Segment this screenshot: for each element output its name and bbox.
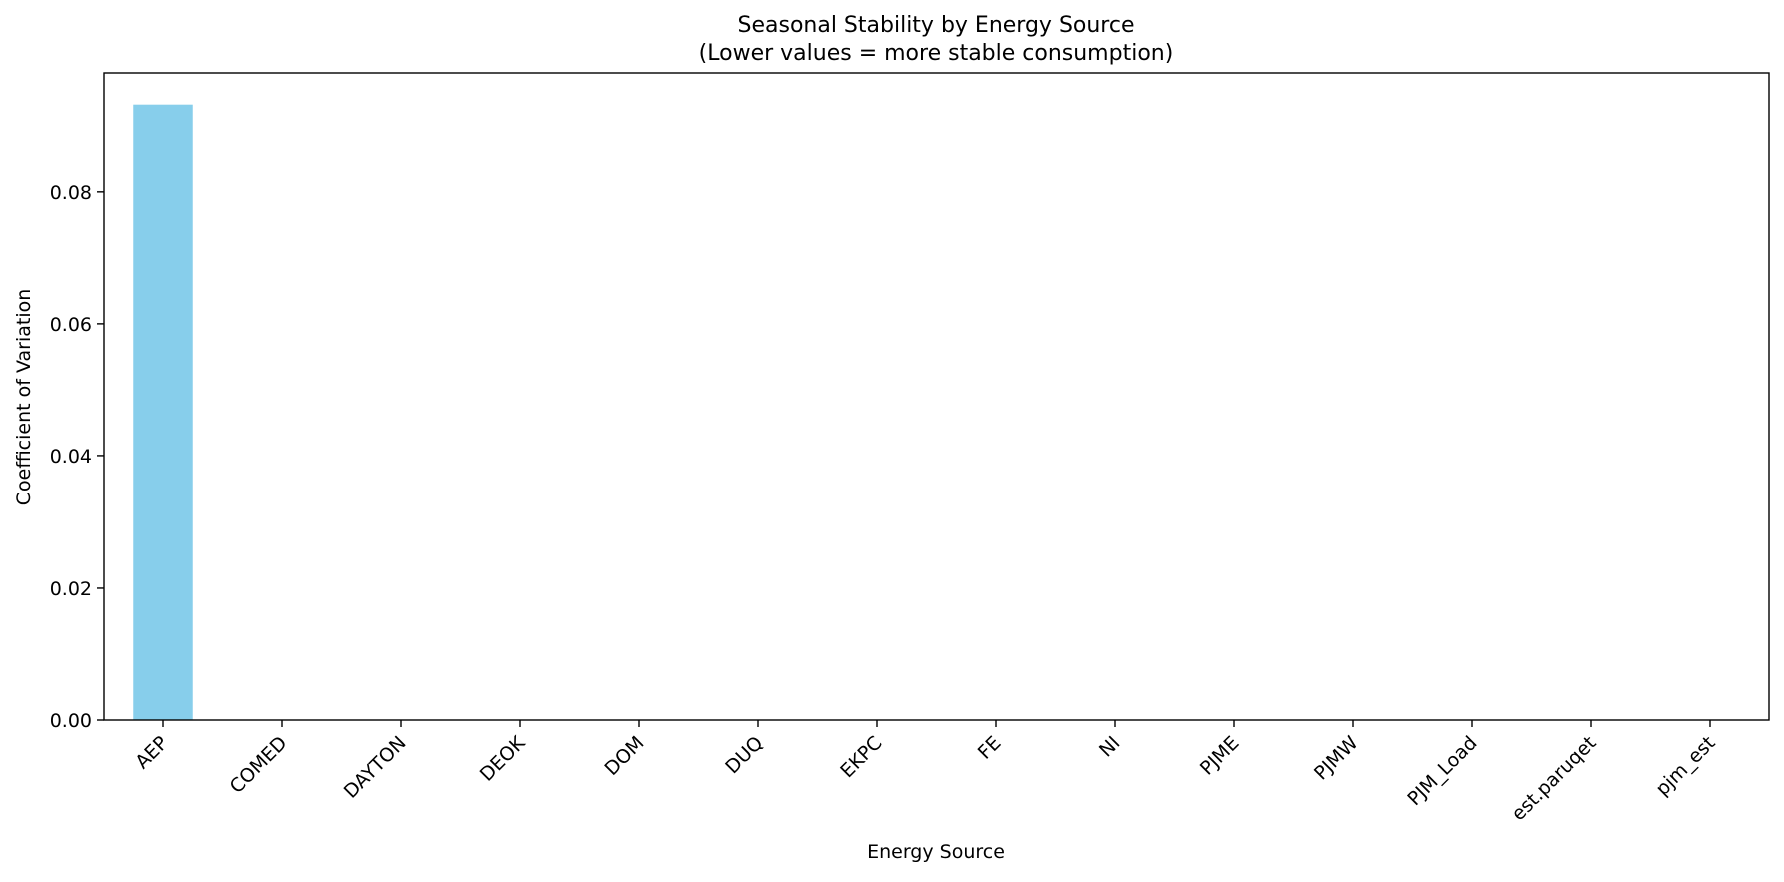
y-tick-label: 0.08: [50, 182, 92, 204]
chart-title: Seasonal Stability by Energy Source: [738, 13, 1135, 38]
y-tick-label: 0.06: [50, 314, 92, 336]
chart-subtitle: (Lower values = more stable consumption): [699, 41, 1174, 66]
y-axis-ticks: 0.00 0.02 0.04 0.06 0.08: [50, 182, 104, 732]
x-axis-label: Energy Source: [867, 841, 1005, 863]
plot-frame: [103, 72, 1770, 721]
bar-aep: [133, 104, 193, 720]
bars-group: [133, 104, 193, 720]
y-axis-label: Coefficient of Variation: [13, 289, 35, 506]
y-tick-label: 0.02: [50, 578, 92, 600]
y-tick-label: 0.00: [50, 710, 92, 732]
y-tick-label: 0.04: [50, 446, 92, 468]
